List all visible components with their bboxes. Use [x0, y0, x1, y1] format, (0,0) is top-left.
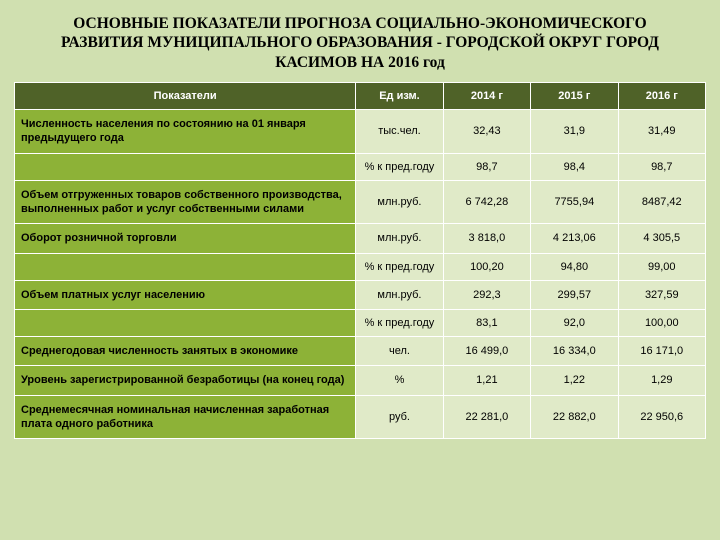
row-value: 1,29: [618, 366, 705, 395]
table-row: % к пред.году98,798,498,7: [15, 153, 706, 180]
row-value: 92,0: [531, 309, 618, 336]
row-value: 22 882,0: [531, 395, 618, 439]
row-value: 99,00: [618, 253, 705, 280]
row-value: 16 334,0: [531, 336, 618, 365]
table-row: % к пред.году83,192,0100,00: [15, 309, 706, 336]
row-value: 98,7: [618, 153, 705, 180]
header-indicators: Показатели: [15, 83, 356, 110]
header-2014: 2014 г: [443, 83, 530, 110]
header-2016: 2016 г: [618, 83, 705, 110]
row-label: Численность населения по состоянию на 01…: [15, 110, 356, 154]
row-label: Оборот розничной торговли: [15, 224, 356, 253]
table-row: Оборот розничной торговлимлн.руб.3 818,0…: [15, 224, 706, 253]
slide: ОСНОВНЫЕ ПОКАЗАТЕЛИ ПРОГНОЗА СОЦИАЛЬНО-Э…: [0, 0, 720, 540]
row-value: 32,43: [443, 110, 530, 154]
row-value: 6 742,28: [443, 180, 530, 224]
row-unit: %: [356, 366, 443, 395]
row-value: 31,49: [618, 110, 705, 154]
table-row: % к пред.году100,2094,8099,00: [15, 253, 706, 280]
row-unit: % к пред.году: [356, 153, 443, 180]
header-2015: 2015 г: [531, 83, 618, 110]
row-label: Среднегодовая численность занятых в экон…: [15, 336, 356, 365]
row-value: 3 818,0: [443, 224, 530, 253]
row-label: Объем отгруженных товаров собственного п…: [15, 180, 356, 224]
row-value: 4 213,06: [531, 224, 618, 253]
row-label: Среднемесячная номинальная начисленная з…: [15, 395, 356, 439]
row-value: 7755,94: [531, 180, 618, 224]
row-label: Объем платных услуг населению: [15, 280, 356, 309]
table-row: Численность населения по состоянию на 01…: [15, 110, 706, 154]
row-unit: млн.руб.: [356, 224, 443, 253]
data-table: Показатели Ед изм. 2014 г 2015 г 2016 г …: [14, 82, 706, 439]
row-value: 1,22: [531, 366, 618, 395]
row-value: 16 171,0: [618, 336, 705, 365]
row-value: 98,4: [531, 153, 618, 180]
row-value: 299,57: [531, 280, 618, 309]
row-label: [15, 253, 356, 280]
row-label: [15, 309, 356, 336]
row-value: 8487,42: [618, 180, 705, 224]
row-unit: % к пред.году: [356, 309, 443, 336]
row-value: 100,20: [443, 253, 530, 280]
row-label: [15, 153, 356, 180]
row-value: 292,3: [443, 280, 530, 309]
row-value: 98,7: [443, 153, 530, 180]
row-unit: млн.руб.: [356, 180, 443, 224]
row-unit: руб.: [356, 395, 443, 439]
row-value: 22 950,6: [618, 395, 705, 439]
header-unit: Ед изм.: [356, 83, 443, 110]
row-value: 31,9: [531, 110, 618, 154]
slide-title: ОСНОВНЫЕ ПОКАЗАТЕЛИ ПРОГНОЗА СОЦИАЛЬНО-Э…: [14, 10, 706, 82]
table-row: Объем отгруженных товаров собственного п…: [15, 180, 706, 224]
table-row: Объем платных услуг населениюмлн.руб.292…: [15, 280, 706, 309]
row-value: 16 499,0: [443, 336, 530, 365]
row-value: 327,59: [618, 280, 705, 309]
row-unit: тыс.чел.: [356, 110, 443, 154]
row-unit: % к пред.году: [356, 253, 443, 280]
row-label: Уровень зарегистрированной безработицы (…: [15, 366, 356, 395]
row-unit: чел.: [356, 336, 443, 365]
row-value: 100,00: [618, 309, 705, 336]
table-row: Уровень зарегистрированной безработицы (…: [15, 366, 706, 395]
row-value: 1,21: [443, 366, 530, 395]
table-body: Численность населения по состоянию на 01…: [15, 110, 706, 439]
row-value: 22 281,0: [443, 395, 530, 439]
row-value: 4 305,5: [618, 224, 705, 253]
row-unit: млн.руб.: [356, 280, 443, 309]
table-row: Среднемесячная номинальная начисленная з…: [15, 395, 706, 439]
row-value: 83,1: [443, 309, 530, 336]
table-row: Среднегодовая численность занятых в экон…: [15, 336, 706, 365]
row-value: 94,80: [531, 253, 618, 280]
table-header: Показатели Ед изм. 2014 г 2015 г 2016 г: [15, 83, 706, 110]
